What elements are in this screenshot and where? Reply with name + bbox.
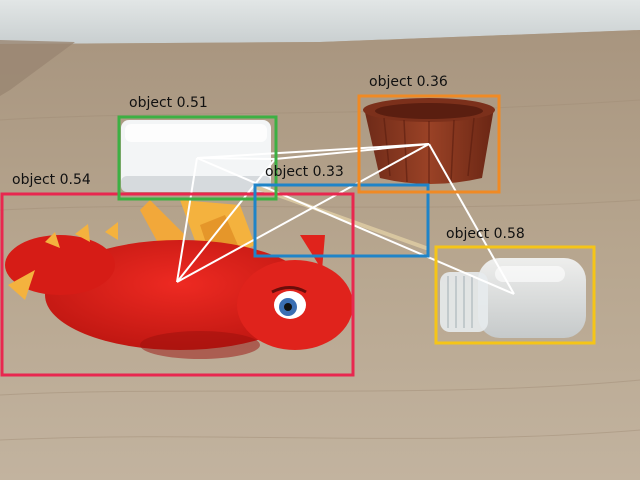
class-name: object [446,226,490,242]
bounding-box [434,245,596,345]
bounding-box [357,94,501,194]
detection-label: object 0.54 [12,172,91,188]
wooden-skewer [256,186,428,250]
detection-label: object 0.58 [446,226,525,242]
class-name: object [129,95,173,111]
graph-edge-1 [176,158,276,283]
class-name: object [369,74,413,90]
detection-2: object 0.33 [253,164,430,258]
class-name: object [265,164,309,180]
confidence-score: 0.51 [172,95,208,111]
detection-4: object 0.58 [434,226,596,345]
brown-cup [363,98,495,184]
confidence-score: 0.54 [55,172,91,188]
detection-label: object 0.33 [265,164,344,180]
confidence-score: 0.58 [489,226,525,242]
confidence-score: 0.36 [412,74,448,90]
graph-edge-6 [274,143,430,160]
class-name: object [12,172,56,188]
graph-edge-5 [196,157,515,295]
detection-0: object 0.54 [0,172,355,377]
table-edge-shadow [0,40,75,96]
wall [0,0,640,44]
graph-edge-4 [196,143,430,159]
relationship-graph [176,143,515,295]
graph-edge-0 [176,157,198,283]
detection-3: object 0.36 [357,74,501,194]
bounding-box [0,192,355,377]
graph-edge-2 [176,143,430,283]
foam-block [121,120,271,192]
confidence-score: 0.33 [308,164,344,180]
dragon-plush [5,200,353,359]
detection-label: object 0.36 [369,74,448,90]
bounding-box [117,115,278,201]
bounding-box [253,183,430,258]
detection-label: object 0.51 [129,95,208,111]
graph-edge-7 [428,143,515,295]
detection-1: object 0.51 [117,95,278,201]
